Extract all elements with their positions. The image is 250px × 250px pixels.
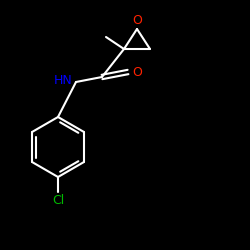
Text: O: O (132, 66, 142, 78)
Text: Cl: Cl (52, 194, 64, 207)
Text: O: O (132, 14, 142, 28)
Text: HN: HN (54, 74, 72, 88)
